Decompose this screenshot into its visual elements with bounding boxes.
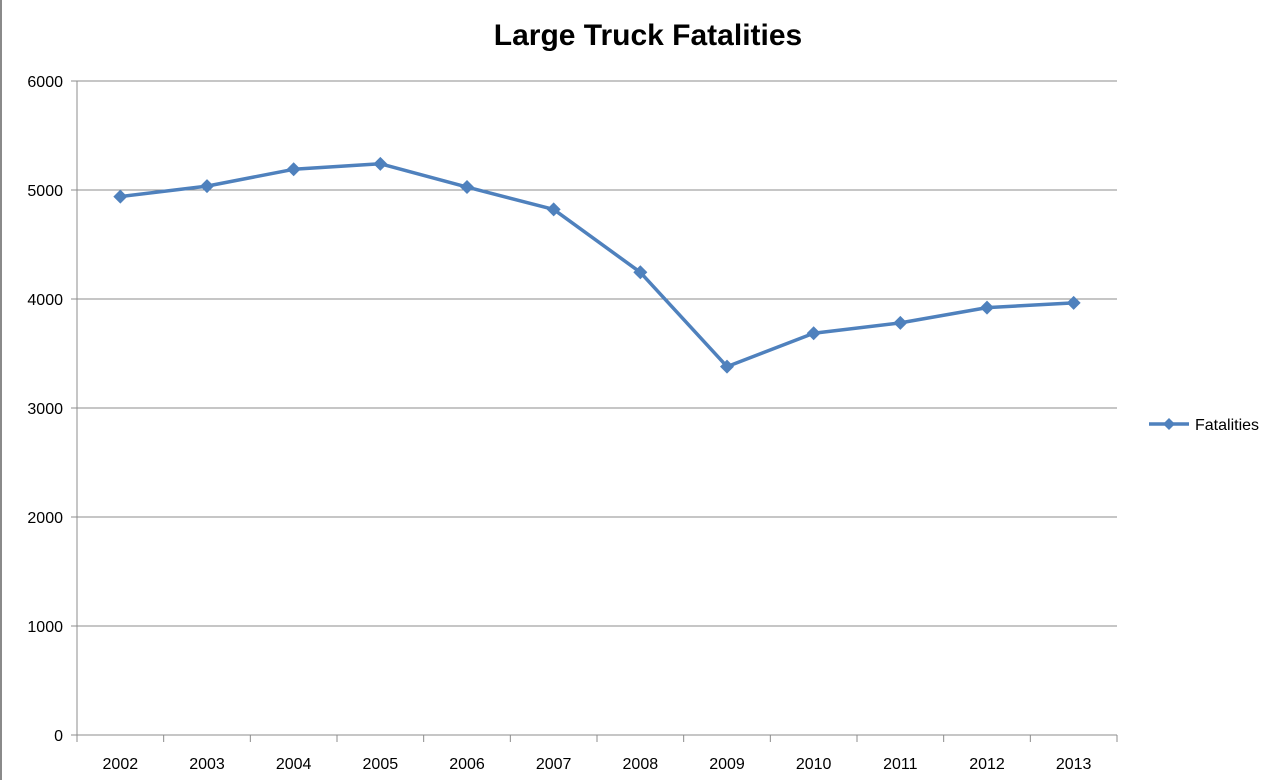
y-tick-label: 1000 — [27, 619, 63, 636]
x-tick-label: 2008 — [623, 756, 659, 773]
x-tick-label: 2005 — [363, 756, 399, 773]
y-tick-label: 4000 — [27, 292, 63, 309]
y-tick-label: 6000 — [27, 74, 63, 91]
series-line-fatalities — [120, 162, 1074, 369]
x-tick-label: 2003 — [189, 756, 225, 773]
x-tick-label: 2013 — [1056, 756, 1092, 773]
y-tick-label: 3000 — [27, 401, 63, 418]
data-point-marker — [200, 179, 214, 194]
series-layer — [113, 156, 1081, 374]
data-point-marker — [460, 180, 474, 195]
data-point-marker — [1066, 295, 1081, 310]
x-tick-label: 2010 — [796, 756, 832, 773]
gridlines — [77, 80, 1117, 627]
data-point-marker — [546, 202, 561, 217]
data-point-marker — [113, 189, 128, 204]
y-tick-label: 2000 — [27, 510, 63, 527]
data-point-marker — [720, 359, 734, 374]
x-tick-label: 2006 — [449, 756, 485, 773]
data-point-marker — [633, 265, 648, 280]
y-tick-label: 0 — [54, 728, 63, 745]
legend-label: Fatalities — [1195, 417, 1259, 434]
data-point-marker — [893, 315, 908, 330]
data-point-marker — [286, 162, 301, 177]
data-point-marker — [373, 156, 388, 171]
chart-title: Large Truck Fatalities — [494, 19, 802, 52]
x-tick-label: 2007 — [536, 756, 572, 773]
x-tick-label: 2009 — [709, 756, 745, 773]
legend: Fatalities — [1149, 417, 1259, 434]
axes: 0 1000 2000 3000 4000 5000 6000 2002 2003 2004 200… — [27, 74, 1118, 773]
x-tick-label: 2012 — [969, 756, 1005, 773]
x-tick-label: 2002 — [103, 756, 139, 773]
x-tick-label: 2011 — [883, 756, 918, 773]
x-tick-label: 2004 — [276, 756, 312, 773]
legend-diamond-marker — [1163, 418, 1175, 430]
data-point-marker — [806, 326, 821, 341]
y-tick-label: 5000 — [27, 183, 63, 200]
data-point-marker — [980, 300, 994, 315]
